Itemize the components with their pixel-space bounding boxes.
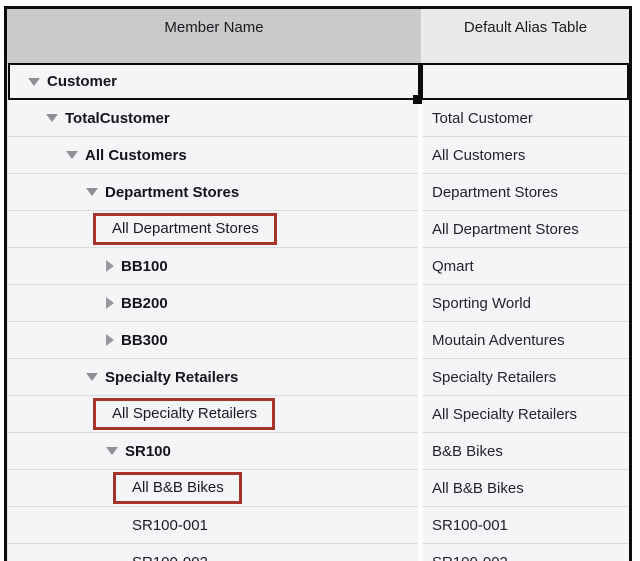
collapse-arrow-icon[interactable] [46,114,58,122]
member-name-cell[interactable]: Specialty Retailers [8,359,418,396]
column-divider [418,137,423,174]
column-divider [418,248,423,285]
member-name-label: Specialty Retailers [105,368,239,386]
expand-arrow-icon[interactable] [106,334,114,346]
collapse-arrow-icon[interactable] [66,151,78,159]
table-row[interactable]: Department Stores Department Stores [8,174,629,211]
table-row[interactable]: SR100-001 SR100-001 [8,507,629,544]
table-row[interactable]: All Customers All Customers [8,137,629,174]
member-name-label: All Customers [85,146,187,164]
alias-cell[interactable]: Specialty Retailers [423,359,629,396]
member-name-cell[interactable]: All B&B Bikes [8,470,418,507]
member-name-label-annotated: All B&B Bikes [113,472,242,504]
alias-cell[interactable]: SR100-001 [423,507,629,544]
member-name-label: BB200 [121,294,168,312]
column-divider [418,507,423,544]
alias-cell[interactable]: B&B Bikes [423,433,629,470]
column-divider [418,211,423,248]
member-name-cell[interactable]: BB200 [8,285,418,322]
member-name-label: SR100-001 [132,516,208,534]
table-row[interactable]: All Specialty Retailers All Specialty Re… [8,396,629,433]
member-name-label-annotated: All Specialty Retailers [93,398,276,430]
table-row[interactable]: BB200 Sporting World [8,285,629,322]
member-name-cell[interactable]: Department Stores [8,174,418,211]
alias-cell[interactable]: Department Stores [423,174,629,211]
alias-cell[interactable]: Sporting World [423,285,629,322]
table-row[interactable]: Customer [8,63,629,104]
alias-cell[interactable]: All Customers [423,137,629,174]
member-name-cell[interactable]: All Department Stores [8,211,418,248]
table-row[interactable]: All Department Stores All Department Sto… [8,211,629,248]
member-name-label: BB100 [121,257,168,275]
column-divider [418,100,423,137]
column-divider [418,544,423,561]
member-name-cell[interactable]: SR100-002 [8,544,418,561]
column-divider [418,65,423,98]
table-row[interactable]: BB100 Qmart [8,248,629,285]
expand-arrow-icon[interactable] [106,260,114,272]
member-name-cell[interactable]: BB100 [8,248,418,285]
member-name-cell[interactable]: All Customers [8,137,418,174]
member-name-label-annotated: All Department Stores [93,213,277,245]
table-row[interactable]: Specialty Retailers Specialty Retailers [8,359,629,396]
column-header-member-name[interactable]: Member Name [7,9,422,63]
member-name-label: Customer [47,73,118,90]
grid-body: Customer TotalCustomer Total Customer Al… [7,63,629,561]
alias-cell[interactable]: SR100-002 [423,544,629,561]
alias-cell[interactable]: All B&B Bikes [423,470,629,507]
expand-arrow-icon[interactable] [106,297,114,309]
column-divider [418,433,423,470]
member-name-cell[interactable]: Customer [10,65,418,98]
column-divider [418,174,423,211]
collapse-arrow-icon[interactable] [86,373,98,381]
member-name-cell[interactable]: SR100-001 [8,507,418,544]
collapse-arrow-icon[interactable] [86,188,98,196]
selection-handle[interactable] [413,95,422,104]
column-divider [418,470,423,507]
column-header-default-alias-table[interactable]: Default Alias Table [422,9,629,63]
alias-cell[interactable]: All Specialty Retailers [423,396,629,433]
member-name-label: TotalCustomer [65,109,170,127]
column-divider [418,396,423,433]
member-name-cell[interactable]: TotalCustomer [8,100,418,137]
collapse-arrow-icon[interactable] [106,447,118,455]
member-name-label: BB300 [121,331,168,349]
member-name-label: SR100-002 [132,554,208,561]
alias-cell[interactable] [423,65,627,98]
table-row[interactable]: TotalCustomer Total Customer [8,100,629,137]
table-row[interactable]: All B&B Bikes All B&B Bikes [8,470,629,507]
alias-cell[interactable]: Total Customer [423,100,629,137]
table-row[interactable]: BB300 Moutain Adventures [8,322,629,359]
table-row[interactable]: SR100 B&B Bikes [8,433,629,470]
member-name-label: SR100 [125,442,171,460]
table-row[interactable]: SR100-002 SR100-002 [8,544,629,561]
column-divider [418,359,423,396]
member-name-label: Department Stores [105,183,240,201]
member-name-cell[interactable]: SR100 [8,433,418,470]
collapse-arrow-icon[interactable] [28,77,40,86]
member-name-cell[interactable]: All Specialty Retailers [8,396,418,433]
column-divider [418,285,423,322]
column-divider [418,322,423,359]
alias-cell[interactable]: Moutain Adventures [423,322,629,359]
grid-header: Member Name Default Alias Table [7,9,629,63]
alias-cell[interactable]: All Department Stores [423,211,629,248]
alias-cell[interactable]: Qmart [423,248,629,285]
member-outline-grid: Member Name Default Alias Table Customer… [4,6,632,561]
member-name-cell[interactable]: BB300 [8,322,418,359]
